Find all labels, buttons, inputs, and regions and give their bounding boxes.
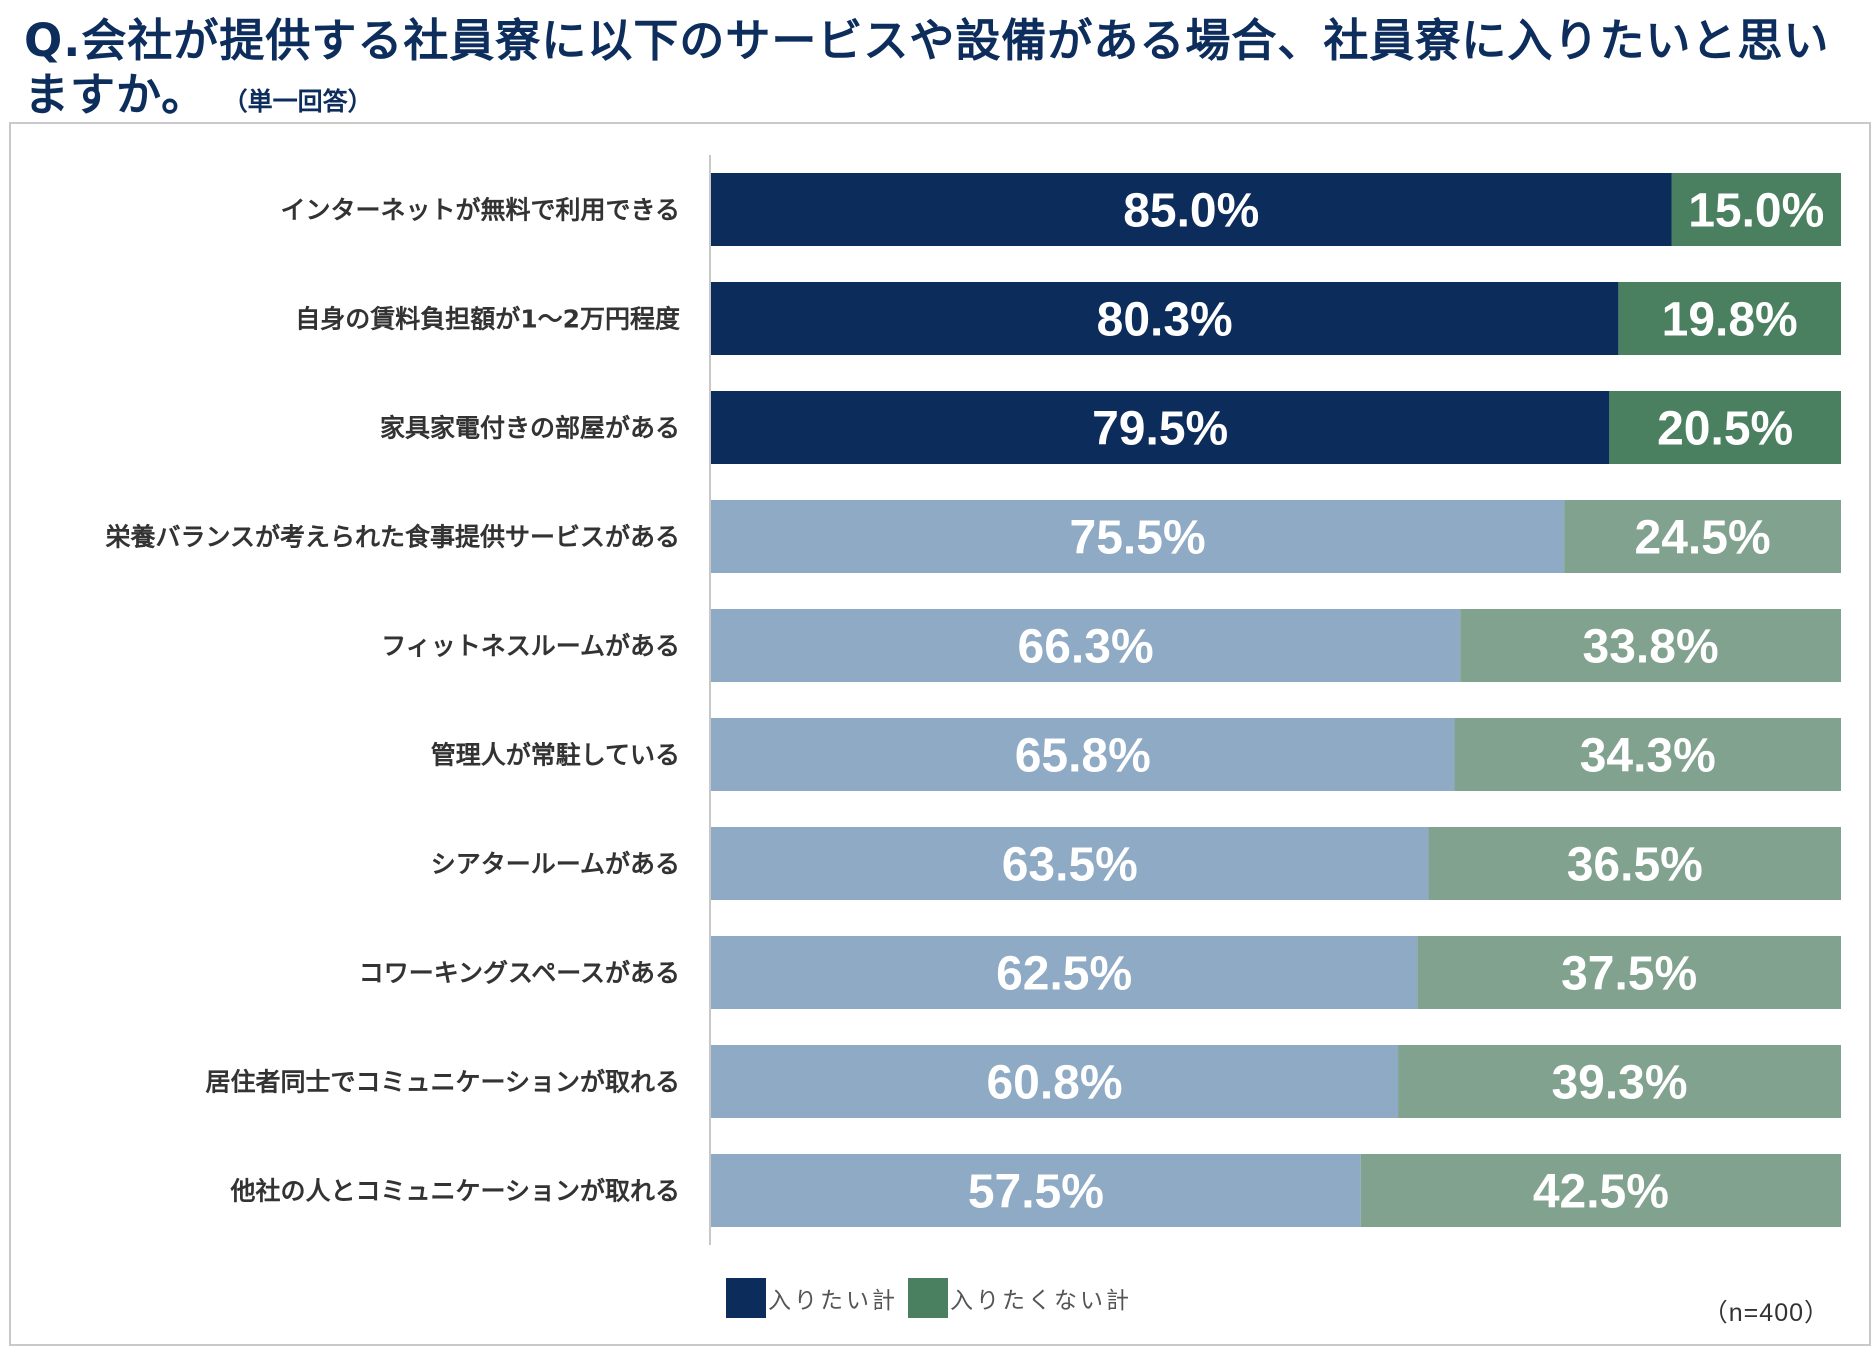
category-label: 栄養バランスが考えられた食事提供サービスがある <box>104 523 680 552</box>
bar-want <box>711 391 1610 464</box>
bar-not-want <box>1609 391 1841 464</box>
bar-not-want <box>1564 500 1841 573</box>
bar-not-want <box>1460 609 1841 682</box>
data-label-want: 80.3% <box>1097 294 1233 347</box>
bar-not-want <box>1454 718 1841 791</box>
category-label: コワーキングスペースがある <box>359 959 680 988</box>
bar-want <box>711 1154 1361 1227</box>
legend-item-not-want: 入りたくない計 <box>908 1278 1132 1318</box>
data-label-want: 66.3% <box>1018 621 1154 674</box>
data-label-want: 79.5% <box>1092 403 1228 456</box>
legend-item-want: 入りたい計 <box>726 1278 898 1318</box>
chart-title: Q.会社が提供する社員寮に以下のサービスや設備がある場合、社員寮に入りたいと思い… <box>24 14 1854 129</box>
data-label-not-want: 36.5% <box>1567 839 1703 892</box>
data-label-not-want: 37.5% <box>1561 948 1697 1001</box>
data-label-not-want: 33.8% <box>1583 621 1719 674</box>
category-label: インターネットが無料で利用できる <box>280 196 680 225</box>
chart-title-main: Q.会社が提供する社員寮に以下のサービスや設備がある場合、社員寮に入りたいと思い… <box>24 14 1830 121</box>
bar-want <box>711 282 1619 355</box>
category-label: 居住者同士でコミュニケーションが取れる <box>205 1068 680 1097</box>
data-label-want: 62.5% <box>996 948 1132 1001</box>
bar-not-want <box>1360 1154 1841 1227</box>
data-label-want: 65.8% <box>1015 730 1151 783</box>
data-label-want: 57.5% <box>968 1166 1104 1219</box>
bar-want <box>711 609 1461 682</box>
bar-not-want <box>1618 282 1841 355</box>
legend-swatch-not-want <box>908 1278 948 1318</box>
bar-want <box>711 500 1565 573</box>
bar-want <box>711 718 1455 791</box>
bar-want <box>711 827 1429 900</box>
data-label-not-want: 24.5% <box>1635 512 1771 565</box>
data-label-want: 85.0% <box>1123 185 1259 238</box>
legend-swatch-want <box>726 1278 766 1318</box>
category-label: シアタールームがある <box>431 850 680 879</box>
category-label: フィットネスルームがある <box>381 632 680 661</box>
data-label-not-want: 15.0% <box>1688 185 1824 238</box>
data-label-want: 63.5% <box>1002 839 1138 892</box>
data-label-not-want: 39.3% <box>1551 1057 1687 1110</box>
category-label: 管理人が常駐している <box>431 741 680 770</box>
data-label-want: 60.8% <box>986 1057 1122 1110</box>
bar-not-want <box>1398 1045 1841 1118</box>
data-label-want: 75.5% <box>1070 512 1206 565</box>
bar-want <box>711 936 1418 1009</box>
bar-want <box>711 173 1672 246</box>
sample-size-label: （n=400） <box>1702 1299 1830 1327</box>
bar-want <box>711 1045 1399 1118</box>
category-label: 家具家電付きの部屋がある <box>380 414 680 443</box>
data-label-not-want: 34.3% <box>1580 730 1716 783</box>
legend-label-want: 入りたい計 <box>768 1288 898 1314</box>
data-label-not-want: 19.8% <box>1662 294 1798 347</box>
category-label: 自身の賃料負担額が1～2万円程度 <box>295 305 680 334</box>
bar-not-want <box>1671 173 1841 246</box>
bar-not-want <box>1428 827 1841 900</box>
data-label-not-want: 42.5% <box>1533 1166 1669 1219</box>
category-label: 他社の人とコミュニケーションが取れる <box>229 1177 680 1206</box>
bar-not-want <box>1417 936 1841 1009</box>
data-label-not-want: 20.5% <box>1657 403 1793 456</box>
legend: 入りたい計 入りたくない計 <box>726 1278 1142 1318</box>
chart-title-sub: （単一回答） <box>235 87 373 116</box>
legend-label-not-want: 入りたくない計 <box>950 1288 1132 1314</box>
